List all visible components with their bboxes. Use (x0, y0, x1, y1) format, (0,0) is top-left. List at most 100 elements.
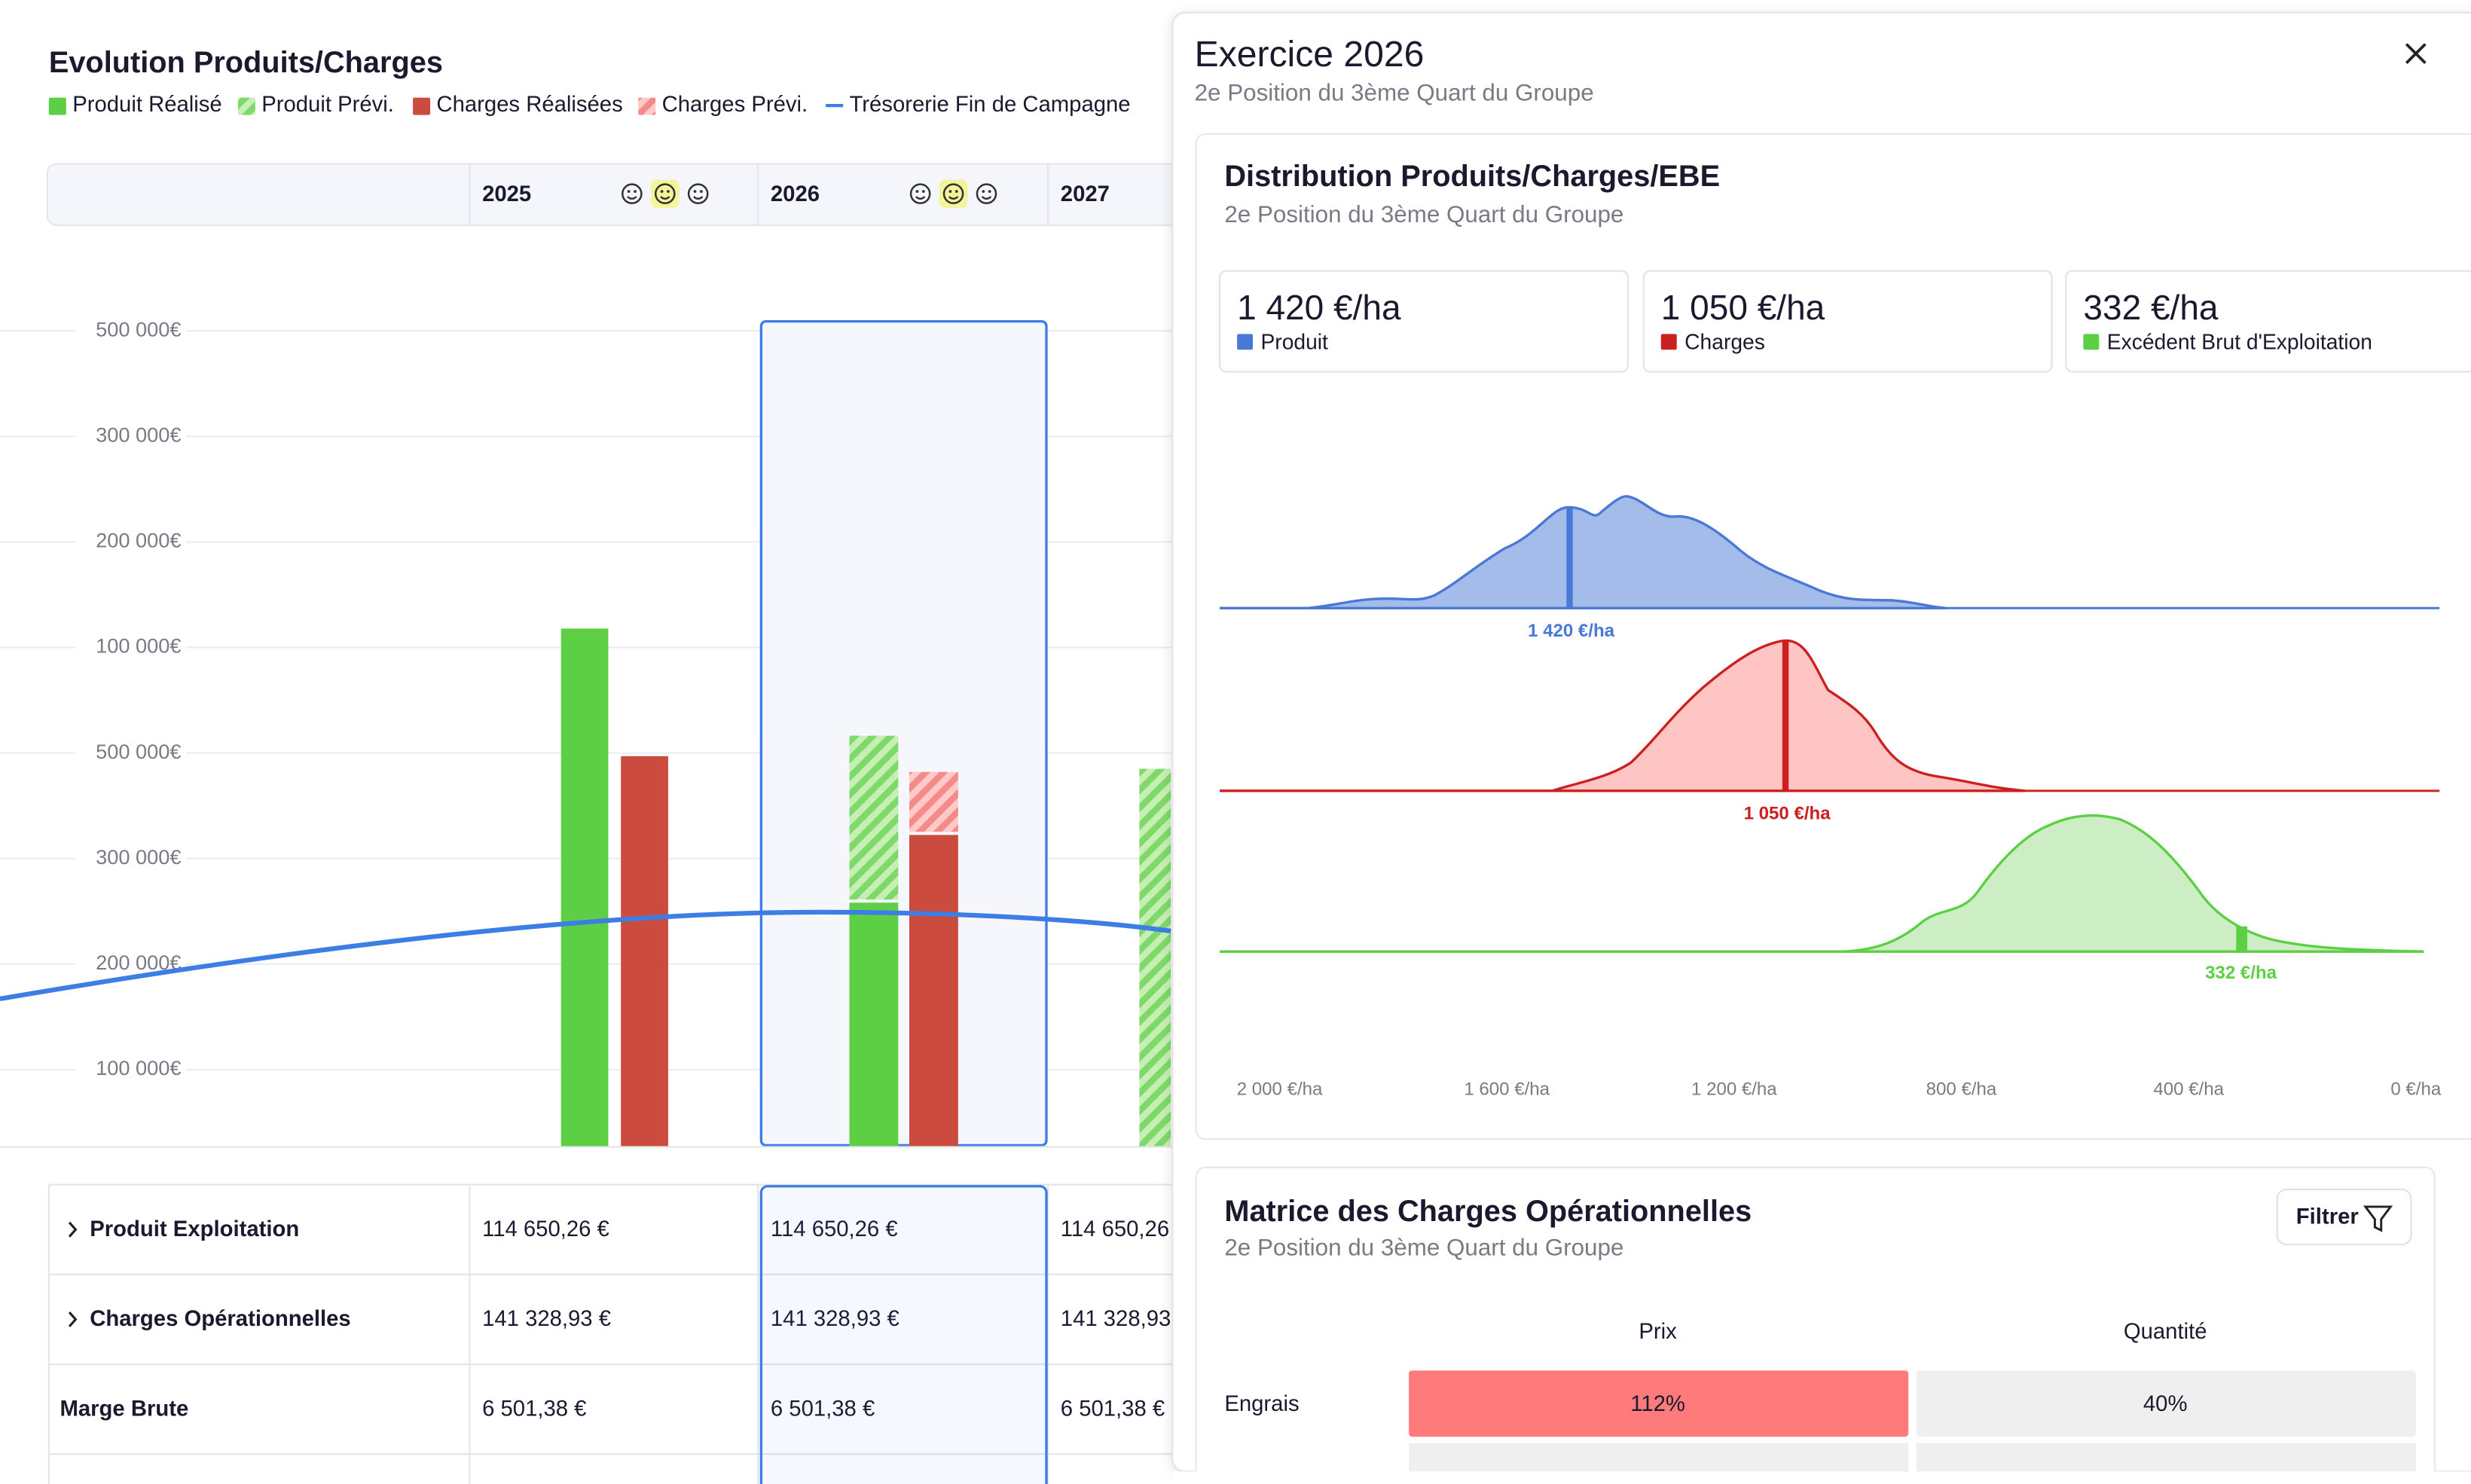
column-header: Quantité (2124, 1319, 2207, 1344)
cell-value: 112% (1630, 1391, 1685, 1416)
panel-title: Exercice 2026 (1195, 34, 1425, 75)
bars (560, 628, 1171, 1147)
density-plots (1220, 495, 2440, 953)
marker (1566, 507, 1573, 609)
cell: 114 650,26 € (771, 1217, 898, 1241)
legend-label: Produit Prévi. (261, 92, 394, 117)
stat-swatch (1237, 334, 1254, 350)
panel-edge (1172, 1471, 2471, 1484)
y-tick-label: 300 000€ (96, 845, 181, 869)
stat-label: Charges (1684, 329, 1765, 353)
side-panel: Exercice 2026 2e Position du 3ème Quart … (1171, 11, 2471, 1484)
stat-value: 332 €/ha (2083, 288, 2218, 327)
x-tick-label: 1 200 €/ha (1691, 1079, 1777, 1100)
stat-value: 1 050 €/ha (1661, 288, 1825, 327)
legend-swatch (638, 97, 656, 115)
close-button[interactable] (2405, 43, 2427, 64)
label-bg (75, 529, 186, 555)
stat-box (1219, 270, 1629, 373)
filter-button[interactable]: Filtrer (2276, 1188, 2412, 1246)
cell: 141 328,93 (1061, 1306, 1171, 1331)
cell: 114 650,26 € (482, 1217, 609, 1241)
year-label: 2026 (771, 182, 820, 206)
left-view: Evolution Produits/Charges Produit Réali… (0, 46, 2471, 1484)
density-ebe (1220, 814, 2424, 953)
x-tick-label: 400 €/ha (2153, 1079, 2224, 1100)
bar (560, 628, 609, 1147)
card-subtitle: 2e Position du 3ème Quart du Groupe (1224, 201, 1623, 227)
legend-label: Charges Prévi. (662, 92, 808, 117)
density-charges (1220, 639, 2026, 792)
button-label[interactable]: Filtrer (2296, 1204, 2359, 1229)
cell: 6 501,38 € (771, 1396, 875, 1421)
label-bg (75, 634, 186, 661)
marker-label: 1 050 €/ha (1744, 804, 1831, 824)
bar (849, 735, 899, 900)
x-tick-label: 800 €/ha (1926, 1079, 1997, 1100)
stat-label: Produit (1260, 329, 1328, 353)
legend-label: Produit Réalisé (72, 92, 221, 117)
matrix: Prix Quantité Engrais 112% 40% (1224, 1319, 2416, 1437)
x-tick-label: 1 600 €/ha (1464, 1079, 1550, 1100)
stat-box (1642, 270, 2053, 373)
density-produit (1220, 495, 1947, 609)
column-header: Prix (1639, 1319, 1677, 1344)
cell: 114 650,26 (1061, 1217, 1169, 1241)
panel-subtitle: 2e Position du 3ème Quart du Groupe (1195, 80, 1594, 106)
y-tick-label: 300 000€ (96, 423, 181, 446)
treasury-line (0, 909, 1171, 1001)
expand-chevron[interactable] (68, 1221, 78, 1238)
label-bg (75, 318, 186, 344)
card-title: Matrice des Charges Opérationnelles (1224, 1195, 1752, 1228)
marker (2236, 926, 2247, 952)
y-tick-label: 100 000€ (96, 1056, 181, 1079)
stat-swatch (1660, 334, 1677, 350)
cell: 6 501,38 € (482, 1396, 586, 1421)
year-label: 2027 (1061, 182, 1110, 206)
year-columns: 2025 2026 2027 (469, 163, 1110, 226)
marker-labels: 1 420 €/ha 1 050 €/ha 332 €/ha (1528, 621, 2277, 983)
bar (909, 835, 958, 1147)
filter-icon[interactable] (2363, 1205, 2393, 1232)
cell: 141 328,93 € (771, 1306, 900, 1331)
legend-swatch (237, 97, 255, 115)
stat-value: 1 420 €/ha (1237, 288, 1401, 327)
marker-label: 1 420 €/ha (1528, 621, 1615, 641)
label-bg (75, 846, 186, 872)
cell: 141 328,93 € (482, 1306, 611, 1331)
legend-label: Charges Réalisées (436, 92, 622, 117)
row-label[interactable]: Produit Exploitation (90, 1217, 299, 1241)
y-tick-label: 500 000€ (96, 317, 181, 340)
label-bg (75, 1057, 186, 1082)
row-label: Engrais (1224, 1391, 1299, 1416)
bar (1139, 768, 1171, 1147)
card-title: Distribution Produits/Charges/EBE (1224, 160, 1720, 193)
x-tick-label: 2 000 €/ha (1237, 1079, 1323, 1100)
bar (849, 902, 899, 1147)
table: Produit Exploitation 114 650,26 € 114 650,… (47, 1183, 1174, 1484)
stat-swatch (2083, 334, 2100, 350)
cell (1409, 1443, 1909, 1475)
cell: 6 501,38 € (1061, 1396, 1165, 1421)
legend: Produit Réalisé Produit Prévi. Charges Réa… (48, 92, 1131, 117)
chart-title: Evolution Produits/Charges (49, 46, 443, 79)
card-subtitle: 2e Position du 3ème Quart du Groupe (1224, 1235, 1623, 1261)
y-tick-label: 200 000€ (96, 529, 181, 552)
cell (1409, 1370, 1909, 1437)
bar (621, 756, 668, 1147)
button-frame[interactable] (2276, 1188, 2412, 1246)
selected-column[interactable] (759, 1185, 1048, 1484)
selected-year[interactable] (759, 319, 1048, 1147)
x-tick-label: 0 €/ha (2390, 1079, 2441, 1100)
expand-chevron[interactable] (68, 1311, 78, 1327)
row-label[interactable]: Charges Opérationnelles (90, 1306, 350, 1331)
marker (1782, 641, 1789, 791)
row-label: Marge Brute (60, 1396, 188, 1421)
legend-swatch (413, 97, 431, 115)
bar (909, 771, 958, 832)
label-bg (75, 740, 186, 766)
legend-label: Trésorerie Fin de Campagne (850, 92, 1131, 117)
